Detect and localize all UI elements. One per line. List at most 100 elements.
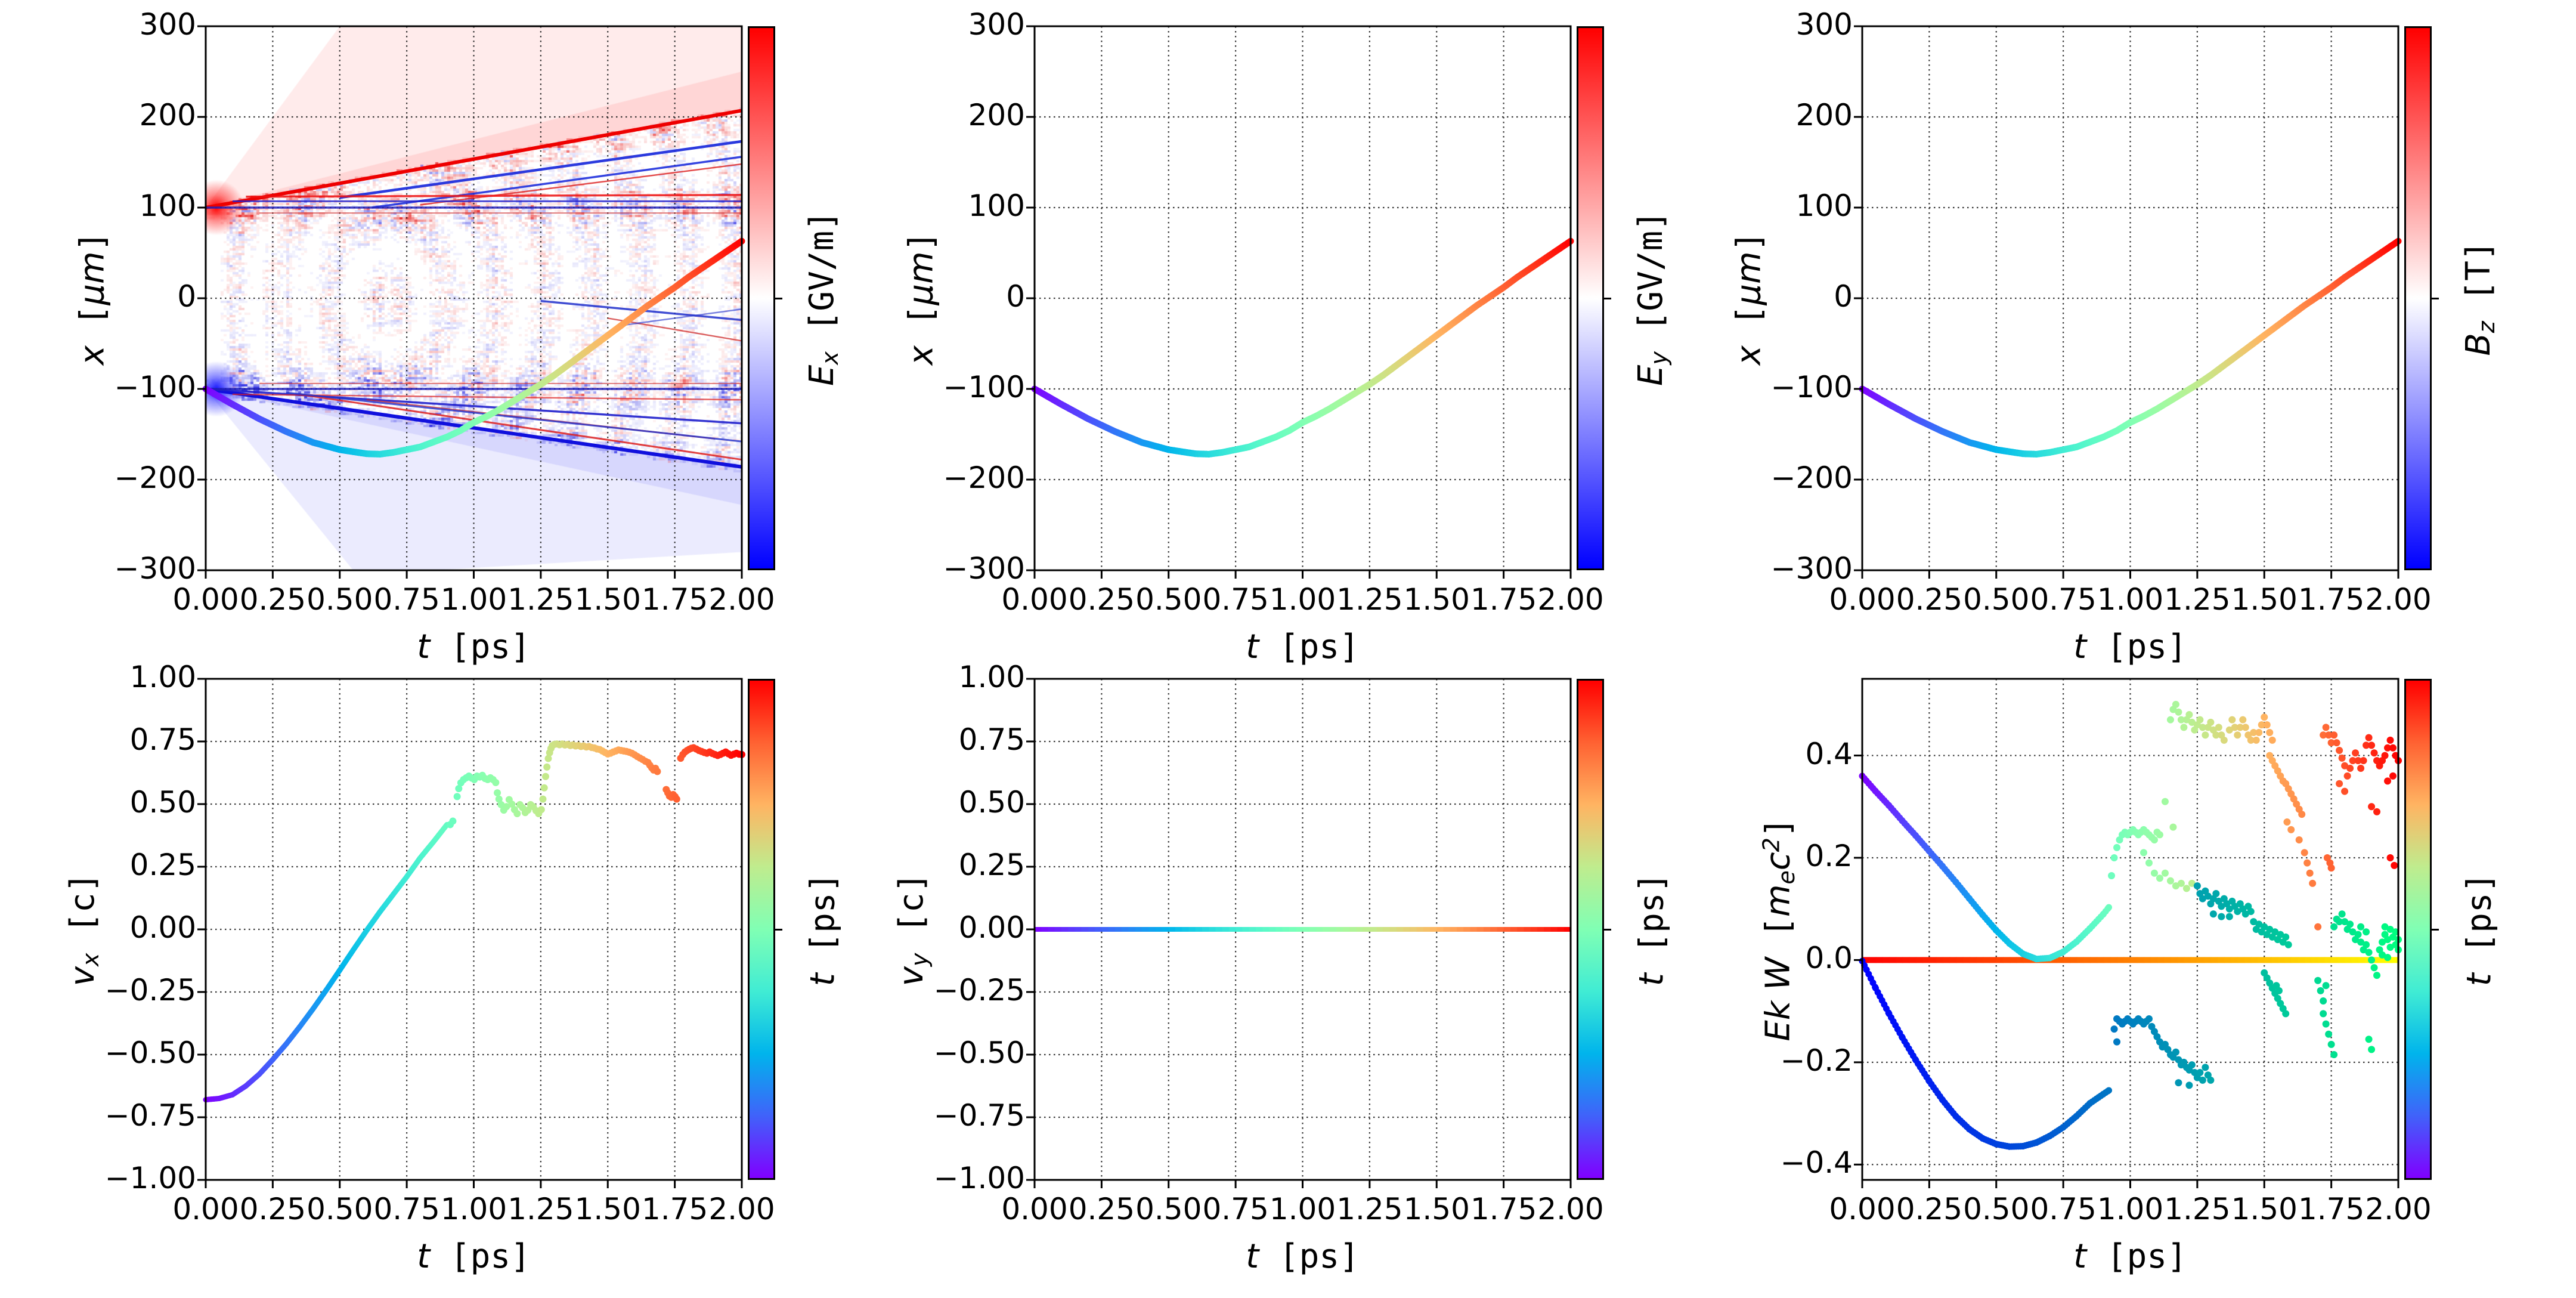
y-axis-label: x [μm] (73, 231, 112, 365)
label-token: μm (902, 251, 941, 305)
y-tick-label: −0.4 (1780, 1145, 1853, 1180)
y-tick-label: 0 (177, 279, 196, 314)
y-tick-label: 100 (139, 188, 196, 223)
label-token: t (417, 628, 431, 666)
x-tick-label: 0.50 (1963, 1192, 2030, 1226)
label-token: E (802, 364, 841, 386)
x-tick-label: 1.75 (2298, 582, 2365, 617)
label-token: ] (1729, 231, 1769, 252)
y-tick-label: −0.25 (933, 973, 1025, 1008)
label-token: y (906, 953, 933, 967)
label-token: t (2073, 628, 2087, 666)
x-axis-label: t [ps] (2073, 1237, 2187, 1276)
label-token: [ (1729, 305, 1769, 346)
y-tick-label: −1.00 (933, 1161, 1025, 1195)
colorbar-tick (1604, 929, 1611, 931)
colorbar-label: Ex [GV/m] (803, 211, 843, 386)
y-tick-label: 0.25 (129, 848, 196, 882)
x-tick-label: 1.50 (2231, 1192, 2298, 1226)
y-tick-label: 0.50 (129, 785, 196, 820)
y-tick-label: −100 (114, 370, 196, 404)
x-tick-label: 0.25 (1896, 582, 1963, 617)
y-axis-label: x [μm] (1730, 231, 1769, 365)
x-tick-label: 1.25 (1336, 582, 1403, 617)
label-token: t (2460, 973, 2499, 987)
y-tick-label: −0.2 (1780, 1043, 1853, 1078)
plot-svg (197, 25, 745, 579)
x-tick-label: 1.25 (2164, 582, 2231, 617)
y-tick-label: 0.50 (958, 785, 1025, 820)
x-tick-label: 1.25 (2164, 1192, 2231, 1226)
label-token: v (891, 966, 931, 987)
plot-area (197, 678, 745, 1188)
colorbar-tick (2432, 298, 2439, 299)
x-tick-label: 1.25 (507, 582, 574, 617)
x-axis-label: t [ps] (2073, 628, 2187, 666)
colorbar-label: Ey [GV/m] (1631, 211, 1672, 386)
colorbar-tick (2432, 929, 2439, 931)
y-tick-label: 300 (139, 7, 196, 42)
y-tick-label: 0.00 (129, 910, 196, 945)
y-tick-label: 200 (968, 98, 1025, 132)
x-tick-label: 1.00 (1269, 1192, 1336, 1226)
colorbar-label: t [ps] (2460, 873, 2499, 987)
label-token: [ps] (1259, 1237, 1360, 1276)
x-tick-label: 2.00 (1537, 582, 1604, 617)
x-tick-label: 1.00 (440, 1192, 507, 1226)
y-tick-label: 0.75 (129, 722, 196, 757)
label-token: [ps] (1259, 628, 1360, 666)
x-tick-label: 1.50 (1403, 582, 1470, 617)
colorbar-x-t-ex (748, 26, 775, 570)
x-tick-label: 0.25 (1068, 1192, 1135, 1226)
x-tick-label: 1.25 (507, 1192, 574, 1226)
label-token: E (1631, 364, 1670, 386)
plot-svg (197, 678, 745, 1188)
y-axis-label: Ek W [mec2] (1758, 817, 1800, 1041)
x-tick-label: 1.00 (2097, 1192, 2164, 1226)
x-tick-label: 0.75 (1202, 1192, 1269, 1226)
label-token: [ps] (430, 1237, 531, 1276)
label-token: [ps] (803, 872, 843, 974)
y-tick-label: 300 (1795, 7, 1853, 42)
y-tick-label: 0.2 (1805, 839, 1853, 873)
x-tick-label: 0.75 (2030, 582, 2097, 617)
y-tick-label: −100 (943, 370, 1025, 404)
label-token: t (1246, 1237, 1259, 1276)
x-tick-label: 0.00 (1001, 1192, 1068, 1226)
label-token: ] (902, 231, 941, 252)
plot-area (1854, 25, 2402, 579)
plot-area (1026, 25, 1574, 579)
label-token: [GV/m] (1631, 211, 1670, 352)
x-tick-label: 0.75 (1202, 582, 1269, 617)
y-tick-label: 0.4 (1805, 736, 1853, 771)
label-token: [c] (891, 872, 931, 953)
y-tick-label: 0 (1834, 279, 1853, 314)
label-token: μm (1729, 251, 1769, 305)
colorbar-tick (775, 929, 782, 931)
label-token: [ (73, 305, 112, 346)
x-tick-label: 1.00 (1269, 582, 1336, 617)
y-tick-label: −300 (1770, 551, 1853, 586)
colorbar-ek-w-t (2404, 679, 2432, 1180)
x-tick-label: 1.00 (440, 582, 507, 617)
label-token: x (902, 345, 941, 366)
y-axis-label: vx [c] (63, 873, 104, 987)
x-tick-label: 0.50 (1135, 1192, 1202, 1226)
y-tick-label: 0.00 (958, 910, 1025, 945)
x-tick-label: 1.50 (1403, 1192, 1470, 1226)
y-tick-label: 0.75 (958, 722, 1025, 757)
y-tick-label: −0.50 (933, 1036, 1025, 1070)
plot-area (1026, 678, 1572, 1188)
x-tick-label: 2.00 (1537, 1192, 1604, 1226)
plot-svg (1026, 678, 1572, 1188)
x-axis-label: t [ps] (417, 1237, 531, 1276)
label-token: t (803, 973, 843, 987)
x-tick-label: 1.50 (574, 582, 641, 617)
label-token: z (2473, 321, 2500, 333)
y-tick-label: −200 (1770, 461, 1853, 495)
y-axis-label: vy [c] (892, 873, 933, 987)
